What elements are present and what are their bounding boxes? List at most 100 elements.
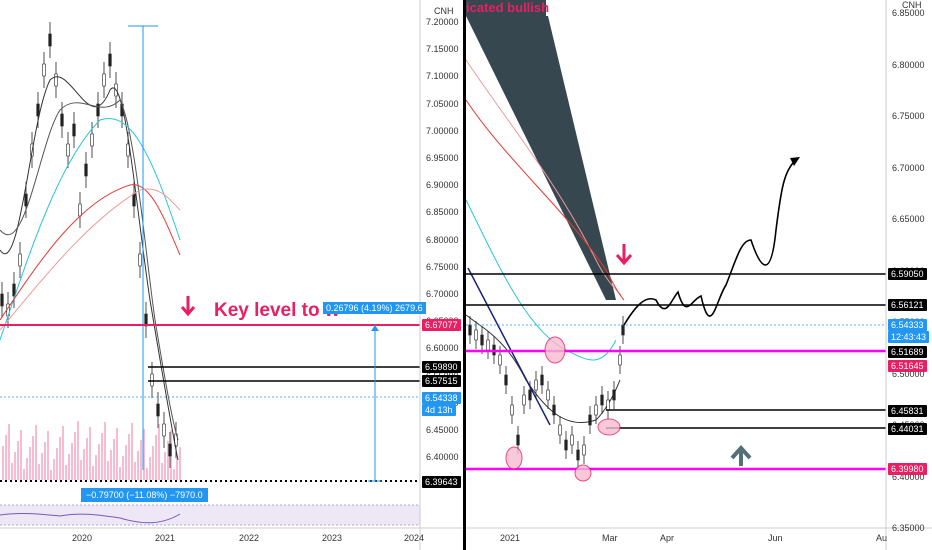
candle-body: [48, 33, 52, 47]
banner-box: [466, 0, 546, 16]
price-axis-tick: 6.85000: [426, 207, 459, 218]
volume-bar: [173, 469, 175, 480]
price-axis-tick: 6.35000: [892, 523, 925, 533]
price-tag-magenta: 6.51689: [888, 346, 927, 358]
highlight-circle: [544, 336, 566, 364]
right-chart-canvas[interactable]: [466, 0, 932, 550]
candle-body: [528, 389, 532, 401]
volume-bar: [77, 421, 79, 480]
price-axis-tick: 6.50000: [892, 368, 925, 379]
symbol-label: CNH: [902, 0, 922, 10]
highlight-circle: [574, 464, 592, 482]
volume-bar: [74, 432, 76, 480]
price-tag-countdown: 4d 13h: [422, 404, 456, 416]
volume-bar: [107, 461, 109, 480]
time-axis-tick: 2020: [72, 533, 93, 543]
volume-bar: [80, 460, 82, 480]
candlestick-series: [468, 316, 625, 469]
ma-black-fast: [0, 76, 179, 461]
ma-lightred: [466, 59, 622, 296]
volume-bar: [23, 469, 25, 480]
price-axis-tick: 6.85000: [892, 8, 925, 18]
candle-body: [558, 424, 562, 436]
volume-bar: [158, 424, 160, 480]
time-axis-tick: Apr: [660, 533, 675, 543]
volume-bar: [167, 441, 169, 480]
candle-body: [582, 444, 586, 456]
price-axis-tick: 7.00000: [426, 125, 459, 136]
volume-bar: [110, 450, 112, 480]
volume-bar: [56, 448, 58, 480]
candle-body: [576, 449, 580, 461]
price-axis-tick: 7.20000: [426, 17, 459, 27]
candle-body: [468, 324, 472, 336]
price-tag-key-level: 6.67077: [422, 319, 461, 331]
price-axis-tick: 7.10000: [426, 71, 459, 82]
candle-body: [504, 374, 508, 386]
candle-body: [516, 434, 520, 446]
candle-body: [60, 113, 64, 127]
volume-bar: [176, 458, 178, 480]
candle-body: [96, 103, 100, 117]
candle-body: [12, 283, 16, 297]
left-chart-pane[interactable]: CNH 7.20000 7.15000 7.10000 7.05000 7.00000 6…: [0, 0, 463, 550]
volume-bar: [140, 440, 142, 480]
rsi-pane: [0, 505, 420, 525]
candle-body: [612, 389, 616, 401]
volume-bar: [143, 429, 145, 480]
projection-path: [623, 159, 797, 326]
volume-bar: [119, 467, 121, 480]
candle-body: [474, 329, 478, 341]
candle-body: [138, 253, 142, 267]
volume-bar: [38, 464, 40, 480]
candle-body: [486, 339, 490, 351]
candle-body: [522, 394, 526, 406]
candle-body: [588, 414, 592, 426]
price-axis-tick: 6.70000: [426, 289, 459, 299]
candle-body: [18, 253, 22, 267]
time-axis-tick: Mar: [602, 533, 618, 543]
candlestick-series: [0, 22, 178, 468]
pane-divider[interactable]: [463, 0, 466, 550]
volume-bar: [50, 470, 52, 480]
candle-body: [498, 354, 502, 366]
volume-bar: [146, 468, 148, 480]
price-axis-tick: 6.80000: [426, 234, 459, 245]
candle-body: [156, 403, 160, 417]
volume-bar: [32, 436, 34, 480]
volume-bar: [5, 435, 7, 480]
candle-body: [84, 163, 88, 177]
volume-bar: [128, 434, 130, 480]
volume-bar: [62, 426, 64, 480]
volume-bar: [11, 463, 13, 480]
ma-black-slow: [0, 99, 179, 441]
volume-bar: [65, 465, 67, 480]
volume-bar: [155, 435, 157, 480]
right-chart-pane[interactable]: icated bullish CNH 6.85000 6.80000 6.75000…: [466, 0, 932, 550]
price-tag-last: 6.54333: [888, 319, 927, 331]
candle-body: [42, 63, 46, 77]
candle-body: [90, 133, 94, 147]
price-axis-tick: 7.15000: [426, 44, 459, 55]
volume-bar: [164, 452, 166, 480]
left-chart-canvas[interactable]: [0, 0, 463, 550]
price-axis-tick: 6.40000: [426, 452, 459, 463]
volume-bar: [122, 456, 124, 480]
volume-bar: [92, 466, 94, 480]
highlight-circle: [505, 446, 523, 470]
blue-trendline: [467, 267, 551, 426]
candle-body: [564, 439, 568, 451]
candle-body: [36, 103, 40, 117]
candle-body: [606, 399, 610, 411]
candle-body: [600, 394, 604, 406]
volume-bar: [101, 433, 103, 480]
volume-bar: [113, 439, 115, 480]
candle-body: [552, 404, 556, 416]
arrow-up-icon: [730, 445, 752, 466]
time-axis-tick: 2021: [155, 533, 176, 543]
candle-body: [534, 379, 538, 391]
candle-body: [570, 434, 574, 446]
price-tag-magenta-2: 6.51645: [888, 360, 927, 372]
arrow-down-icon: [615, 244, 633, 266]
price-tag-support: 6.39643: [422, 476, 461, 488]
